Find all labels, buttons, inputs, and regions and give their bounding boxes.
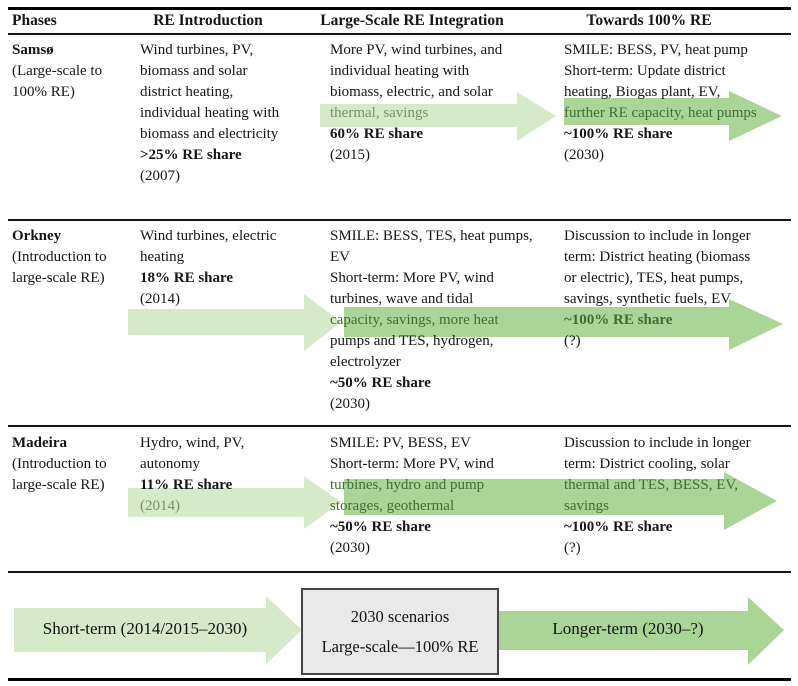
- arrow-orkney-towards: [344, 299, 783, 350]
- cell-samso-phase: Samsø (Large-scale to 100% RE): [12, 40, 134, 103]
- cell-orkney-integration: SMILE: BESS, TES, heat pumps, EV Short-t…: [330, 226, 563, 415]
- arrow-short-term: [14, 596, 302, 664]
- cell-text: Wind turbines, PV, biomass and solar dis…: [140, 42, 280, 142]
- cell-samso-integration: More PV, wind turbines, and individual h…: [330, 40, 563, 166]
- arrow-samso-integration: [320, 92, 556, 141]
- cell-text-green: further RE capacity, heat pumps: [564, 105, 757, 121]
- arrow-longer-term: [497, 597, 784, 665]
- cell-text: Hydro, wind, PV, autonomy: [140, 435, 245, 472]
- re-share: 11% RE share: [140, 477, 233, 493]
- re-share: 60% RE share: [330, 126, 424, 142]
- table-rule-bottom: [8, 678, 791, 681]
- cell-text: SMILE: BESS, PV, heat pump Short-term: U…: [564, 42, 748, 100]
- longer-term-arrow-label: Longer-term (2030–?): [552, 619, 704, 638]
- col-header-towards-100-re: Towards 100% RE: [586, 12, 712, 29]
- scenario-box-line2: Large-scale—100% RE: [321, 636, 479, 656]
- cell-text: Discussion to include in longer term: Di…: [564, 435, 751, 472]
- col-header-large-scale-integration: Large-Scale RE Integration: [320, 12, 504, 29]
- cell-text: More PV, wind turbines, and individual h…: [330, 42, 503, 100]
- table-rule-row2: [8, 425, 791, 427]
- cell-orkney-intro: Wind turbines, electric heating 18% RE s…: [140, 226, 328, 310]
- phase-scope: (Introduction to large-scale RE): [12, 249, 107, 286]
- year: (2007): [140, 168, 180, 184]
- scenario-2030-box: 2030 scenarios Large-scale—100% RE: [301, 588, 499, 675]
- phase-name: Madeira: [12, 435, 67, 451]
- cell-orkney-phase: Orkney (Introduction to large-scale RE): [12, 226, 134, 289]
- year: (?): [564, 540, 581, 556]
- cell-text: Discussion to include in longer term: Di…: [564, 228, 751, 307]
- re-share: >25% RE share: [140, 147, 242, 163]
- cell-text-green: capacity, savings, more heat: [330, 312, 499, 328]
- table-rule-header: [8, 33, 791, 35]
- cell-madeira-phase: Madeira (Introduction to large-scale RE): [12, 433, 134, 496]
- cell-text: Wind turbines, electric heating: [140, 228, 277, 265]
- year: (?): [564, 333, 581, 349]
- cell-samso-intro: Wind turbines, PV, biomass and solar dis…: [140, 40, 328, 187]
- re-share: ~50% RE share: [330, 375, 431, 391]
- arrow-orkney-intro: [128, 294, 341, 351]
- re-share: ~100% RE share: [564, 126, 673, 142]
- arrow-samso-towards: [564, 91, 782, 141]
- year: (2030): [564, 147, 604, 163]
- cell-text-green: thermal and TES, BESS, EV, savings: [564, 477, 739, 514]
- cell-text: SMILE: PV, BESS, EV Short-term: More PV,…: [330, 435, 494, 472]
- table-rule-row1: [8, 219, 791, 221]
- cell-orkney-towards: Discussion to include in longer term: Di…: [564, 226, 796, 352]
- phase-name: Orkney: [12, 228, 62, 244]
- cell-text-green: turbines, hydro and pump storages, geoth…: [330, 477, 485, 514]
- table-rule-row3: [8, 571, 791, 573]
- cell-madeira-intro: Hydro, wind, PV, autonomy 11% RE share (…: [140, 433, 328, 517]
- cell-text-after: pumps and TES, hydrogen, electrolyzer: [330, 333, 494, 370]
- arrow-madeira-intro: [128, 476, 341, 529]
- scenario-box-line1: 2030 scenarios: [350, 606, 450, 626]
- col-header-phases: Phases: [12, 12, 57, 29]
- re-share: ~50% RE share: [330, 519, 431, 535]
- col-header-re-introduction: RE Introduction: [153, 12, 263, 29]
- table-rule-top: [8, 7, 791, 10]
- year: (2014): [140, 291, 180, 307]
- cell-madeira-integration: SMILE: PV, BESS, EV Short-term: More PV,…: [330, 433, 563, 559]
- phase-scope: (Large-scale to 100% RE): [12, 63, 103, 100]
- re-share: ~100% RE share: [564, 312, 673, 328]
- year: (2015): [330, 147, 370, 163]
- phase-scope: (Introduction to large-scale RE): [12, 456, 107, 493]
- cell-samso-towards: SMILE: BESS, PV, heat pump Short-term: U…: [564, 40, 796, 166]
- year: (2030): [330, 540, 370, 556]
- short-term-arrow-label: Short-term (2014/2015–2030): [42, 619, 248, 638]
- cell-text: SMILE: BESS, TES, heat pumps, EV Short-t…: [330, 228, 533, 307]
- year: (2030): [330, 396, 370, 412]
- arrow-madeira-towards: [344, 472, 777, 530]
- cell-madeira-towards: Discussion to include in longer term: Di…: [564, 433, 796, 559]
- year: (2014): [140, 498, 180, 514]
- phase-name: Samsø: [12, 42, 54, 58]
- re-share: ~100% RE share: [564, 519, 673, 535]
- cell-text-green: thermal, savings: [330, 105, 429, 121]
- re-share: 18% RE share: [140, 270, 234, 286]
